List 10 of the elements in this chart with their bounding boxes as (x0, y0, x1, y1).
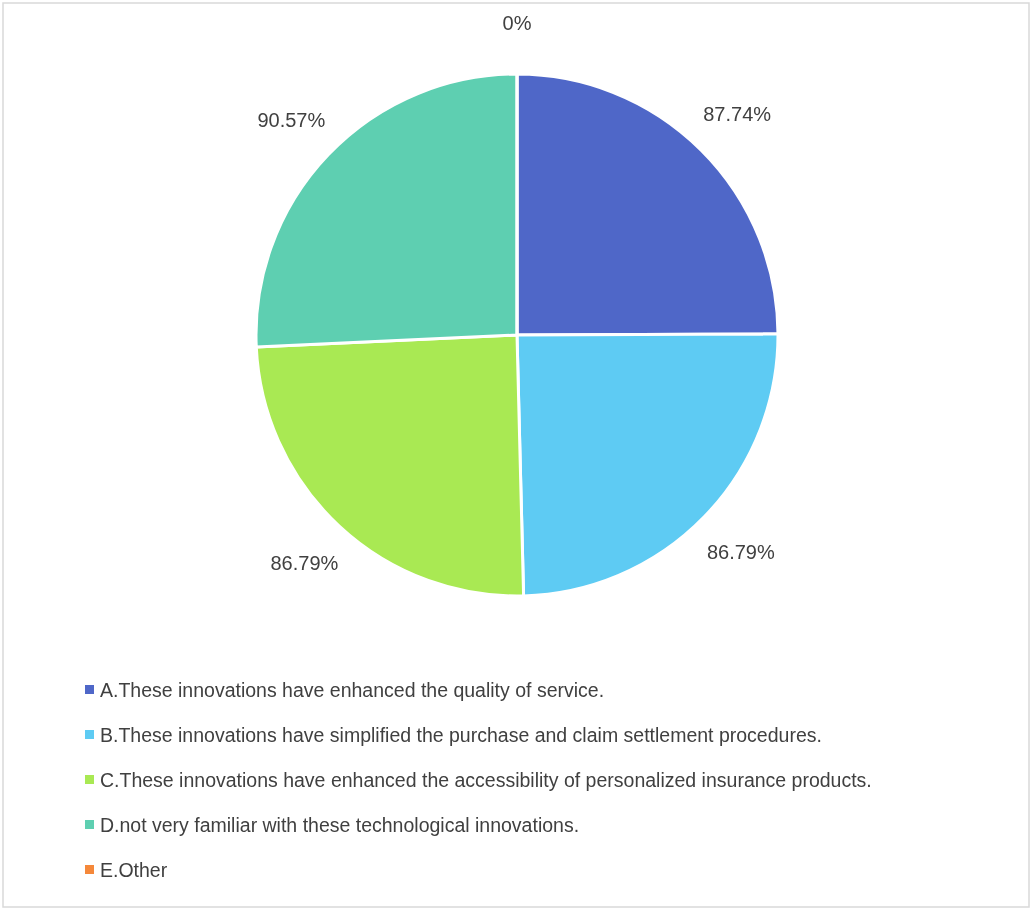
data-label: 90.57% (257, 108, 326, 131)
legend-label: E.Other (100, 859, 168, 881)
legend-label: C.These innovations have enhanced the accessibility of personalized insurance products. (100, 769, 872, 791)
legend-label: D.not very familiar with these technological innovations. (100, 814, 580, 836)
data-label: 86.79% (706, 541, 775, 564)
legend-label: A.These innovations have enhanced the quality of service. (100, 679, 605, 701)
data-label: 87.74% (703, 102, 772, 125)
data-label: 86.79% (270, 552, 339, 575)
text: 0% (502, 12, 532, 34)
legend-label: B.These innovations have simplified the purchase and claim settlement procedures. (100, 724, 822, 746)
